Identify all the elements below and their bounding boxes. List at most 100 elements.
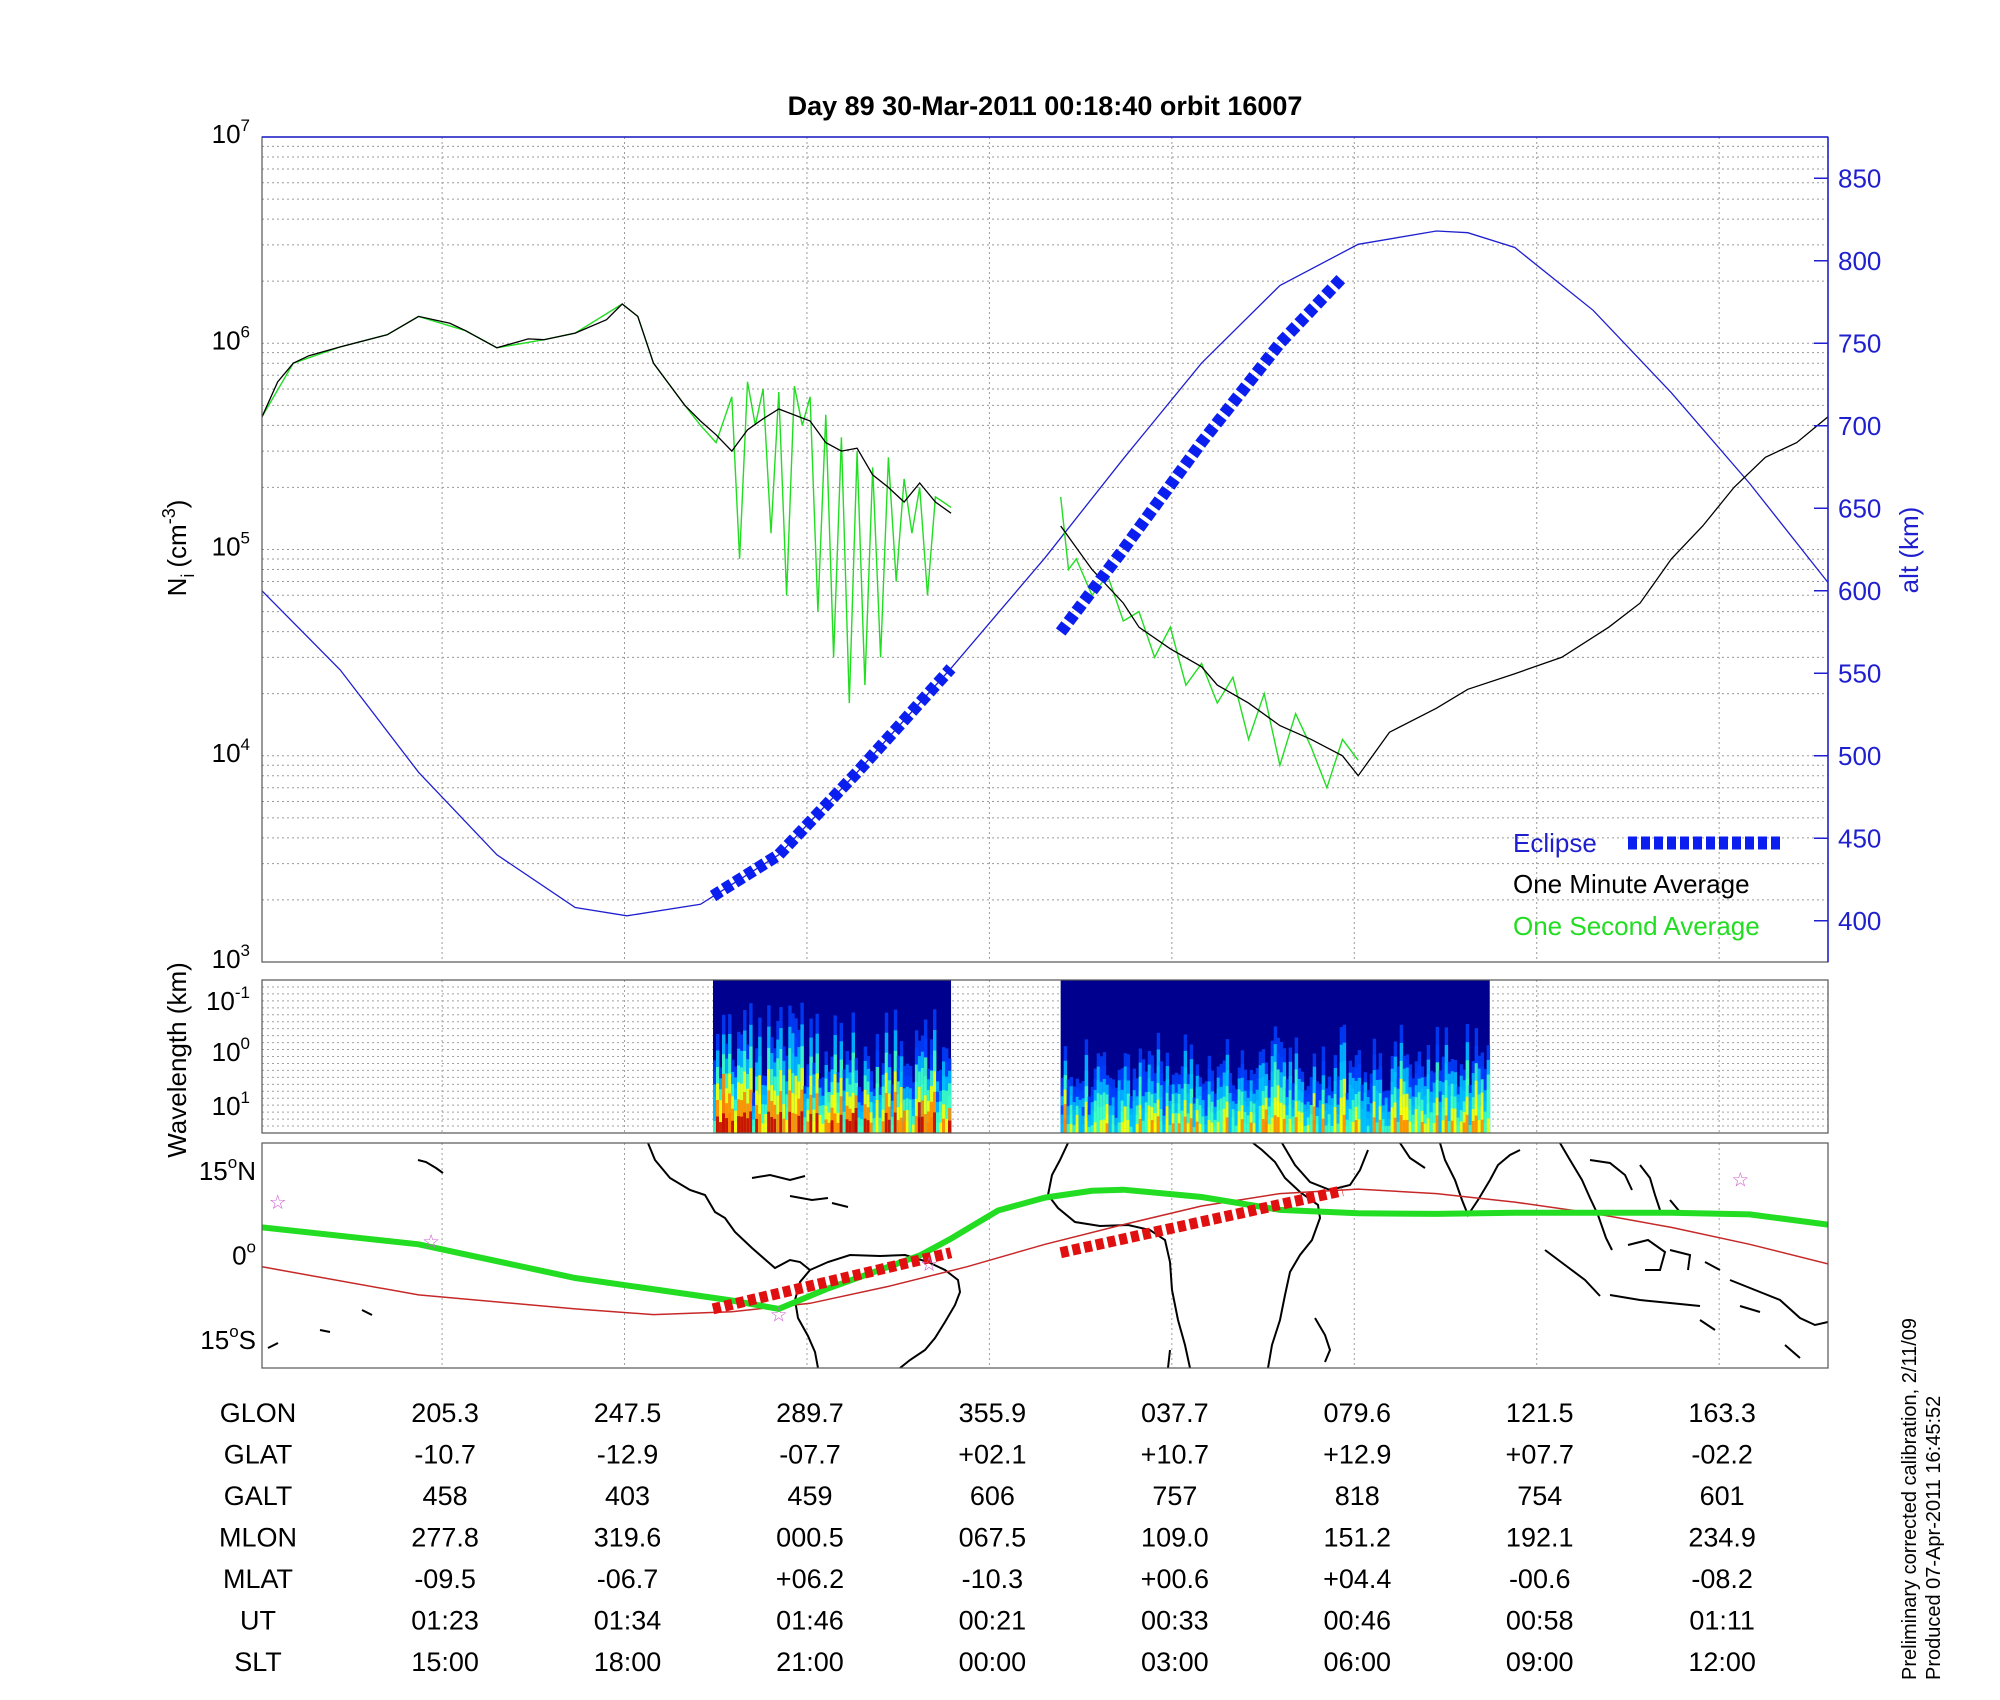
spectrogram-column	[758, 1113, 762, 1133]
spectrogram-column	[1255, 1111, 1260, 1133]
spectrogram-column	[839, 1096, 843, 1133]
spectrogram-column	[1447, 1121, 1452, 1133]
spectrogram-column	[1213, 1126, 1218, 1133]
spectrogram-column	[785, 1120, 789, 1133]
footer-notes: Preliminary corrected calibration, 2/11/…	[1899, 1318, 1945, 1680]
table-cell: 601	[1700, 1481, 1745, 1511]
coast-southeast-asia	[1559, 1143, 1633, 1251]
spectrogram-column	[1336, 1114, 1341, 1133]
coast-north-america	[647, 1143, 811, 1271]
spectrogram-column	[1471, 1121, 1476, 1133]
spectrogram-column	[1195, 1110, 1200, 1133]
one-minute-average-line	[262, 303, 952, 514]
spectrogram-column	[948, 1120, 952, 1133]
table-cell: 319.6	[594, 1523, 662, 1553]
table-row-label: GLON	[220, 1398, 297, 1428]
spectrogram-column	[1480, 1119, 1485, 1133]
spectrogram-column	[1399, 1115, 1404, 1133]
spectrogram-column	[1423, 1123, 1428, 1133]
table-cell: 234.9	[1688, 1523, 1756, 1553]
spectrogram-column	[881, 1121, 886, 1133]
spectrogram-column	[1408, 1121, 1413, 1133]
spectrogram-column	[1207, 1120, 1212, 1133]
spectrogram-column	[945, 1118, 949, 1133]
spectrogram-column	[1219, 1121, 1224, 1133]
spectrogram-column	[1246, 1124, 1251, 1133]
spectrogram-column	[1198, 1123, 1203, 1133]
degree-mark: o	[228, 1153, 237, 1172]
tick-exp: 1	[241, 1088, 250, 1107]
spectrogram-column	[806, 1110, 810, 1133]
spectrogram-column	[1387, 1125, 1392, 1133]
spectrogram-y-axis-label: Wavelength (km)	[162, 962, 192, 1158]
altitude-tick-label: 650	[1838, 493, 1881, 523]
spectrogram-column	[1129, 1126, 1134, 1133]
spectrogram-column	[1099, 1120, 1104, 1133]
spectrogram-column	[1162, 1124, 1167, 1133]
spectrogram-column	[1156, 1116, 1161, 1133]
tick-exp: 4	[241, 735, 250, 754]
spectrogram-column	[1465, 1114, 1470, 1133]
ylabel-unit: (cm	[162, 524, 192, 567]
spectrogram-column	[1444, 1115, 1449, 1133]
spectrogram-column	[1144, 1112, 1149, 1133]
spectrogram-column	[1060, 1123, 1065, 1133]
spectrogram-column	[933, 1112, 937, 1133]
table-cell: 01:46	[776, 1606, 844, 1636]
legend-one-minute-label: One Minute Average	[1513, 869, 1750, 899]
spectrogram-column	[1150, 1120, 1155, 1133]
spectrogram-column	[1363, 1122, 1368, 1133]
table-cell: 247.5	[594, 1398, 662, 1428]
spectrogram-column	[1135, 1123, 1140, 1133]
coast-south-america	[793, 1253, 962, 1368]
table-cell: 01:34	[594, 1606, 662, 1636]
spectrogram-column	[1426, 1118, 1431, 1133]
table-cell: 355.9	[959, 1398, 1027, 1428]
map-eclipse-segment	[1059, 1185, 1344, 1259]
tick-exp: 5	[241, 529, 250, 548]
tick-base: 10	[212, 1091, 241, 1121]
spectrogram-column	[890, 1124, 895, 1133]
spectrogram-column	[1138, 1118, 1143, 1133]
spectrogram-column	[1474, 1115, 1479, 1133]
spectrogram-column	[1171, 1123, 1176, 1133]
spectrogram-column	[878, 1125, 883, 1133]
table-cell: 06:00	[1323, 1647, 1391, 1677]
spectrogram-column	[1258, 1119, 1263, 1133]
spectrogram-column	[722, 1113, 726, 1133]
spectrogram-column	[1357, 1119, 1362, 1133]
table-cell: 067.5	[959, 1523, 1027, 1553]
spectrogram-column	[1486, 1103, 1491, 1133]
tick-base: 10	[212, 738, 241, 768]
table-cell: -12.9	[597, 1440, 659, 1470]
spectrogram-column	[1069, 1123, 1074, 1133]
table-cell: 00:00	[959, 1647, 1027, 1677]
altitude-tick-label: 750	[1838, 328, 1881, 358]
spectrogram-column	[1282, 1104, 1287, 1133]
spectrogram-column	[866, 1107, 871, 1133]
spectrogram-column	[1063, 1118, 1068, 1133]
table-cell: +00.6	[1141, 1564, 1209, 1594]
spectrogram-column	[899, 1117, 904, 1133]
table-cell: 00:46	[1323, 1606, 1391, 1636]
coast-pacific-islands	[267, 1309, 373, 1349]
map-eclipse-segment	[711, 1247, 953, 1315]
spectrogram-column	[1195, 1121, 1200, 1133]
table-cell: 277.8	[411, 1523, 479, 1553]
spectrogram-column	[743, 1112, 747, 1133]
lat-degrees: 15	[200, 1325, 229, 1355]
table-cell: +10.7	[1141, 1440, 1209, 1470]
table-cell: 18:00	[594, 1647, 662, 1677]
table-cell: +02.1	[958, 1440, 1026, 1470]
star-marker: ☆	[920, 1252, 938, 1276]
spectrogram-column	[920, 1116, 925, 1133]
spectrogram-column	[1132, 1122, 1137, 1133]
ylabel-unit-exp: -3	[159, 508, 179, 524]
spectrogram-column	[719, 1122, 723, 1133]
spectrogram-column	[716, 1116, 720, 1133]
table-cell: 818	[1335, 1481, 1380, 1511]
spectrogram-column	[1105, 1123, 1110, 1133]
spectrogram-column	[1333, 1120, 1338, 1133]
